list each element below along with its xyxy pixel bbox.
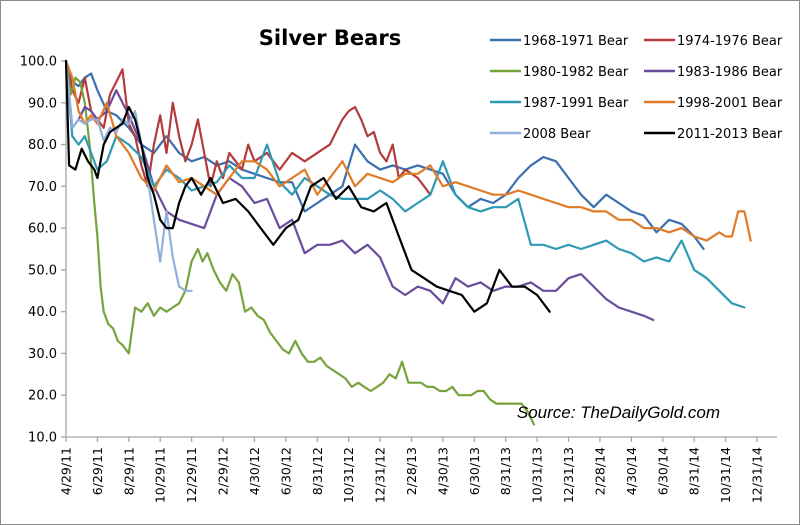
legend-label: 2008 Bear xyxy=(523,127,591,142)
x-tick-label: 12/31/12 xyxy=(373,447,388,503)
series-line-2011-2013-bear xyxy=(64,59,551,313)
y-axis: 100.0 90.0 80.0 70.0 60.0 50.0 40.0 30.0 20.0 10.… xyxy=(20,55,67,446)
plot-area xyxy=(64,59,752,426)
x-tick-label: 10/31/13 xyxy=(530,447,545,503)
x-tick-label: 8/29/11 xyxy=(121,447,136,495)
x-tick-label: 6/30/12 xyxy=(278,447,293,495)
x-tick-label: 10/31/12 xyxy=(341,447,356,503)
x-tick-label: 2/29/12 xyxy=(216,447,231,495)
x-tick-label: 8/31/12 xyxy=(310,447,325,495)
x-tick-label: 12/31/14 xyxy=(750,447,765,503)
x-tick-label: 8/31/13 xyxy=(498,447,513,495)
legend-item: 1998-2001 Bear xyxy=(644,96,783,111)
series-line-1987-1991-bear xyxy=(64,59,746,309)
x-tick-label: 4/30/12 xyxy=(247,447,262,495)
x-tick-label: 4/30/14 xyxy=(624,447,639,495)
series-line-2008-bear xyxy=(64,59,193,292)
y-tick-label: 50.0 xyxy=(28,263,57,278)
x-tick-label: 6/29/11 xyxy=(90,447,105,495)
legend-label: 1968-1971 Bear xyxy=(523,34,629,49)
x-tick-label: 2/28/13 xyxy=(404,447,419,495)
x-tick-label: 8/31/14 xyxy=(687,447,702,495)
x-axis: 4/29/11 6/29/11 8/29/11 10/29/11 12/29/11 2/2… xyxy=(59,436,777,503)
y-tick-label: 60.0 xyxy=(28,222,57,237)
y-tick-label: 100.0 xyxy=(20,55,57,70)
chart-title: Silver Bears xyxy=(259,26,401,50)
legend-item: 2008 Bear xyxy=(490,127,591,142)
y-tick-label: 20.0 xyxy=(28,389,57,404)
legend-item: 2011-2013 Bear xyxy=(644,127,783,142)
legend-label: 1980-1982 Bear xyxy=(523,65,629,80)
x-tick-label: 10/29/11 xyxy=(153,447,168,503)
x-tick-label: 4/30/13 xyxy=(435,447,450,495)
legend-label: 2011-2013 Bear xyxy=(677,127,783,142)
source-annotation: Source: TheDailyGold.com xyxy=(517,403,720,422)
legend-label: 1998-2001 Bear xyxy=(677,96,783,111)
legend-item: 1968-1971 Bear xyxy=(490,34,629,49)
y-tick-label: 90.0 xyxy=(28,96,57,111)
legend-item: 1980-1982 Bear xyxy=(490,65,629,80)
legend-item: 1974-1976 Bear xyxy=(644,34,783,49)
legend: 1968-1971 Bear 1974-1976 Bear 1980-1982 Be… xyxy=(490,34,783,142)
x-tick-label: 6/30/14 xyxy=(655,447,670,495)
legend-item: 1983-1986 Bear xyxy=(644,65,783,80)
y-tick-label: 30.0 xyxy=(28,347,57,362)
series-line-1998-2001-bear xyxy=(64,59,752,242)
y-tick-label: 80.0 xyxy=(28,138,57,153)
legend-label: 1987-1991 Bear xyxy=(523,96,629,111)
x-tick-label: 4/29/11 xyxy=(59,447,74,495)
legend-label: 1974-1976 Bear xyxy=(677,34,783,49)
y-tick-label: 40.0 xyxy=(28,305,57,320)
x-tick-label: 2/28/14 xyxy=(592,447,607,495)
x-tick-label: 6/30/13 xyxy=(467,447,482,495)
x-tick-label: 12/31/13 xyxy=(561,447,576,503)
series-line-1974-1976-bear xyxy=(64,59,432,196)
series-line-1983-1986-bear xyxy=(64,59,655,322)
legend-item: 1987-1991 Bear xyxy=(490,96,629,111)
x-tick-label: 12/29/11 xyxy=(184,447,199,503)
x-tick-label: 10/31/14 xyxy=(718,447,733,503)
y-tick-label: 10.0 xyxy=(28,431,57,446)
legend-label: 1983-1986 Bear xyxy=(677,65,783,80)
series-line-1980-1982-bear xyxy=(64,59,536,426)
y-tick-label: 70.0 xyxy=(28,180,57,195)
